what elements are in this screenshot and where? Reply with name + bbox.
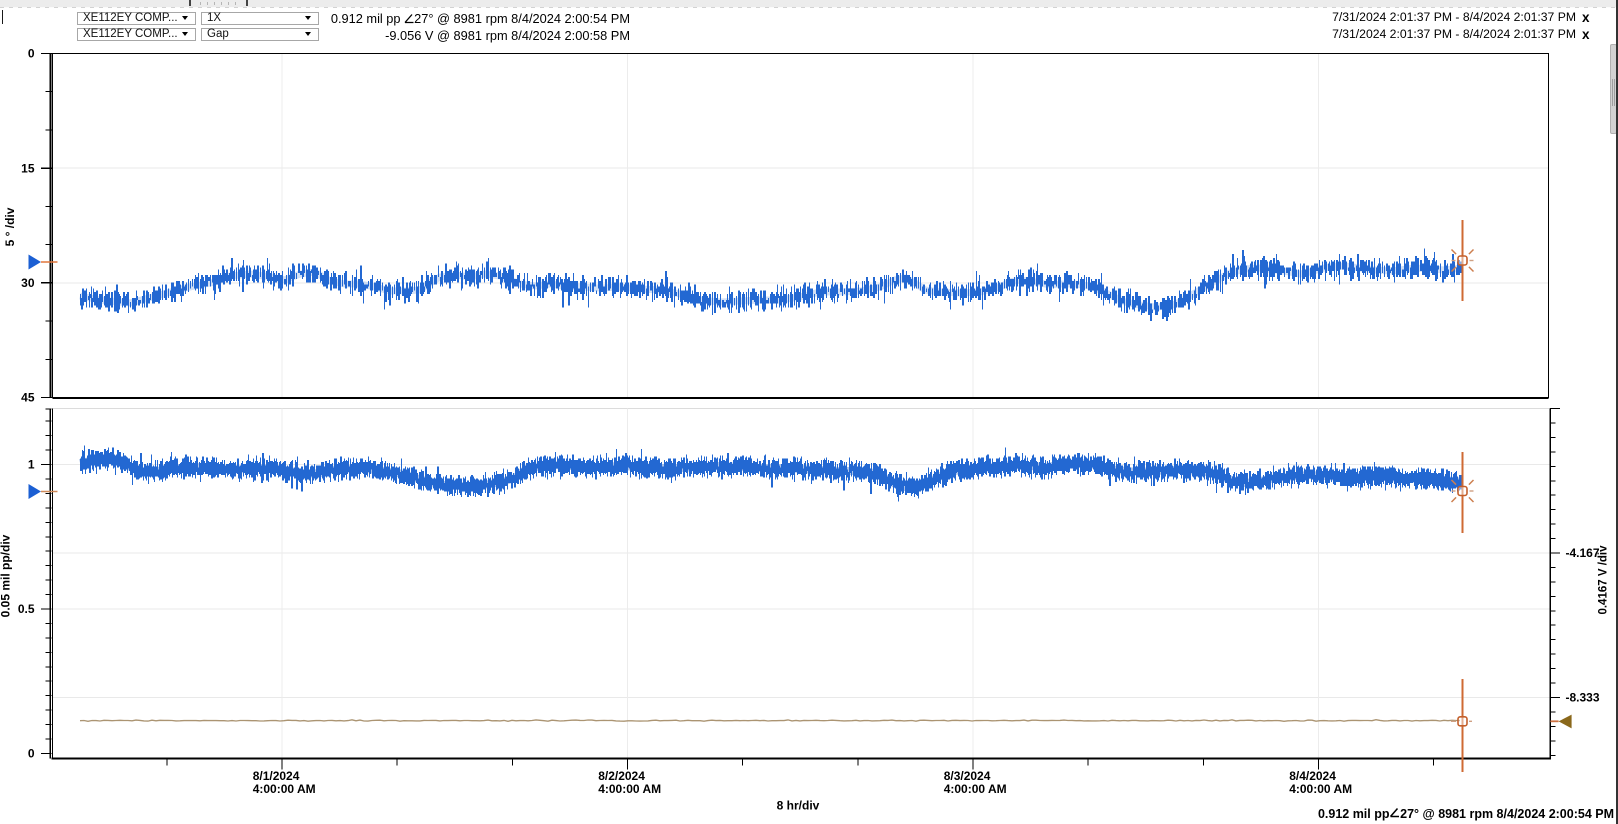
svg-text:1: 1: [28, 458, 35, 472]
svg-text:0.912 mil pp: 0.912 mil pp: [1318, 807, 1390, 821]
svg-text:0.05 mil pp/div: 0.05 mil pp/div: [0, 534, 13, 617]
svg-text:-4.167: -4.167: [1566, 546, 1600, 560]
svg-text:30: 30: [21, 276, 35, 290]
svg-text:45: 45: [21, 391, 35, 405]
svg-text:0.4167 V /div: 0.4167 V /div: [1598, 545, 1610, 615]
svg-text:4:00:00 AM: 4:00:00 AM: [253, 782, 316, 796]
svg-text:4:00:00 AM: 4:00:00 AM: [1289, 782, 1352, 796]
svg-text:0: 0: [28, 47, 35, 61]
svg-text:5 ° /div: 5 ° /div: [3, 207, 17, 246]
svg-text:4:00:00 AM: 4:00:00 AM: [598, 782, 661, 796]
svg-text:27° @ 8981 rpm 8/4/2024 2:00:5: 27° @ 8981 rpm 8/4/2024 2:00:54 PM: [1400, 807, 1614, 821]
svg-text:-8.333: -8.333: [1566, 691, 1600, 705]
svg-text:0: 0: [28, 747, 35, 761]
svg-text:8 hr/div: 8 hr/div: [777, 799, 820, 813]
svg-text:8/4/2024: 8/4/2024: [1289, 769, 1336, 783]
svg-text:15: 15: [21, 161, 35, 175]
svg-text:8/2/2024: 8/2/2024: [598, 769, 645, 783]
svg-text:8/3/2024: 8/3/2024: [944, 769, 991, 783]
svg-text:4:00:00 AM: 4:00:00 AM: [944, 782, 1007, 796]
svg-text:8/1/2024: 8/1/2024: [253, 769, 300, 783]
svg-text:0.5: 0.5: [18, 602, 35, 616]
